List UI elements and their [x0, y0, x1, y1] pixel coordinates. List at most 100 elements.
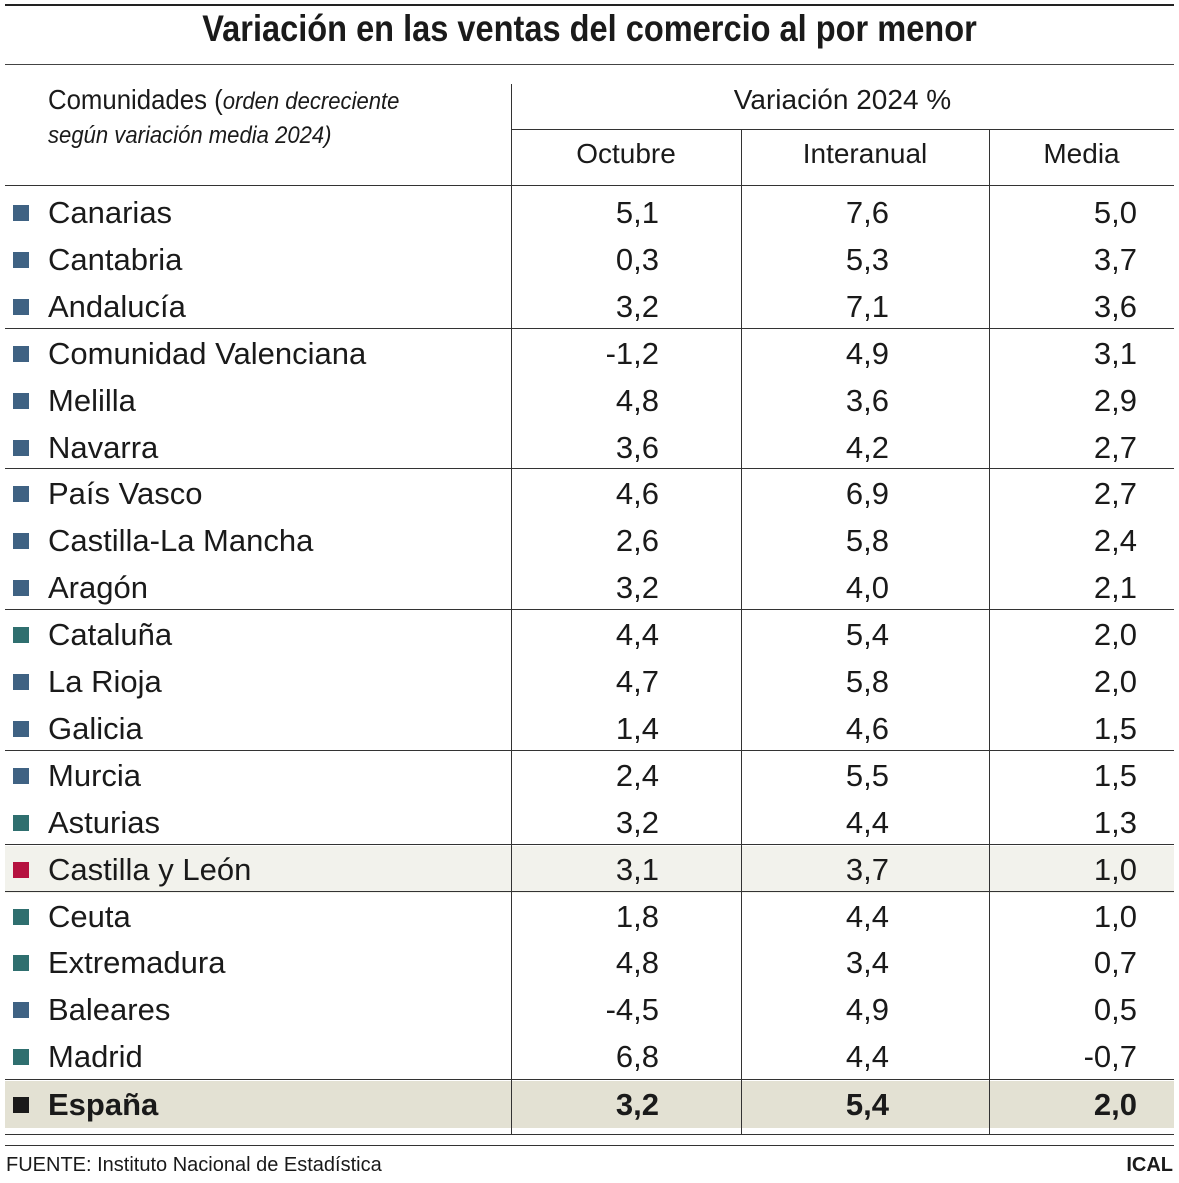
cell-octubre: 3,6	[615, 429, 659, 465]
row-name: País Vasco	[48, 476, 203, 512]
cell-media: 2,1	[1093, 570, 1137, 606]
row-name: Madrid	[48, 1039, 143, 1075]
row-name: Aragón	[48, 570, 148, 606]
table-row: Cataluña 4,4 5,4 2,0	[5, 611, 1174, 658]
header-group-rule	[511, 129, 1174, 130]
cell-interanual: 4,4	[845, 898, 889, 934]
cell-octubre: 4,6	[615, 476, 659, 512]
cell-interanual: 5,3	[845, 241, 889, 277]
cell-octubre: 2,4	[615, 757, 659, 793]
legend-square-icon	[13, 580, 29, 597]
cell-interanual: 4,2	[845, 429, 889, 465]
legend-square-icon	[13, 345, 29, 362]
table-row: Castilla y León 3,1 3,7 1,0	[5, 845, 1174, 893]
header-bottom-rule	[5, 185, 1174, 186]
table-row: Baleares -4,5 4,9 0,5	[5, 986, 1174, 1033]
column-header-interanual: Interanual	[802, 138, 928, 169]
column-divider-3	[989, 130, 990, 1135]
legend-square-icon	[13, 908, 29, 925]
source-note: FUENTE: Instituto Nacional de Estadístic…	[6, 1154, 382, 1176]
cell-interanual: 5,8	[845, 664, 889, 699]
cell-interanual: 3,7	[845, 851, 889, 887]
legend-square-icon	[13, 720, 29, 737]
cell-media: 1,5	[1093, 757, 1137, 793]
table-row: Murcia 2,4 5,5 1,5	[5, 752, 1174, 799]
table-row: La Rioja 4,7 5,8 2,0	[5, 658, 1174, 705]
cell-octubre: 1,8	[615, 898, 659, 934]
row-name: Navarra	[48, 429, 159, 465]
group-separator	[5, 468, 1174, 470]
cell-interanual: 5,4	[845, 1087, 889, 1123]
row-name: Andalucía	[48, 288, 186, 324]
footer-rule	[5, 1145, 1174, 1146]
row-name: Castilla-La Mancha	[48, 523, 314, 559]
chart-title: Variación en las ventas del comercio al …	[202, 8, 977, 49]
legend-square-icon	[13, 533, 29, 550]
column-header-media: Media	[1043, 138, 1120, 169]
cell-media: 1,0	[1093, 898, 1137, 934]
cell-interanual: 4,4	[845, 1039, 889, 1075]
legend-square-icon	[13, 767, 29, 784]
cell-interanual: 4,9	[845, 992, 889, 1028]
cell-media: 2,0	[1093, 1087, 1137, 1123]
cell-media: 3,1	[1093, 335, 1137, 371]
cell-octubre: -4,5	[605, 992, 659, 1028]
legend-square-icon	[13, 251, 29, 268]
cell-media: 1,3	[1093, 804, 1137, 840]
legend-square-icon	[13, 486, 29, 503]
table-row: Melilla 4,8 3,6 2,9	[5, 377, 1174, 424]
cell-media: 0,5	[1093, 992, 1137, 1028]
row-name: Ceuta	[48, 898, 131, 934]
cell-media: 3,6	[1093, 288, 1137, 324]
row-name: La Rioja	[48, 664, 162, 699]
row-name: Castilla y León	[48, 851, 252, 887]
header-group-label: Variación 2024 %	[733, 84, 952, 115]
row-name: Cantabria	[48, 241, 183, 277]
cell-interanual: 5,8	[845, 523, 889, 559]
table-row: Madrid 6,8 4,4 -0,7	[5, 1033, 1174, 1080]
legend-square-icon	[13, 861, 29, 878]
cell-octubre: 5,1	[615, 195, 659, 230]
total-row: España 3,2 5,4 2,0	[5, 1081, 1174, 1129]
group-separator	[5, 609, 1174, 611]
cell-media: 2,0	[1093, 664, 1137, 699]
row-name: Baleares	[48, 992, 171, 1028]
brand-logo-text: ICAL	[1126, 1154, 1173, 1176]
cell-octubre: 4,7	[615, 664, 659, 699]
cell-interanual: 3,6	[845, 382, 889, 418]
cell-octubre: 1,4	[615, 710, 659, 746]
table-row: Canarias 5,1 7,6 5,0	[5, 189, 1174, 236]
row-name: Galicia	[48, 710, 143, 746]
legend-square-icon	[13, 627, 29, 644]
cell-media: 5,0	[1093, 195, 1137, 230]
cell-interanual: 4,9	[845, 335, 889, 371]
legend-square-icon	[13, 1049, 29, 1066]
table-row: Cantabria 0,3 5,3 3,7	[5, 236, 1174, 283]
cell-media: 2,7	[1093, 429, 1137, 465]
group-separator	[5, 327, 1174, 329]
group-separator	[5, 1079, 1174, 1081]
cell-octubre: 3,2	[615, 1087, 659, 1123]
header-comunidades-label: Comunidades	[48, 84, 207, 115]
cell-media: 0,7	[1093, 945, 1137, 981]
row-name: Murcia	[48, 757, 142, 793]
column-header-octubre: Octubre	[576, 138, 676, 169]
cell-media: 3,7	[1093, 241, 1137, 277]
table-row: Aragón 3,2 4,0 2,1	[5, 564, 1174, 611]
cell-interanual: 7,6	[845, 195, 889, 230]
group-separator	[5, 890, 1174, 892]
cell-interanual: 6,9	[845, 476, 889, 512]
legend-square-icon	[13, 392, 29, 409]
cell-octubre: 4,8	[615, 382, 659, 418]
row-name: Comunidad Valenciana	[48, 335, 367, 371]
cell-media: 1,0	[1093, 851, 1137, 887]
cell-octubre: 3,1	[615, 851, 659, 887]
cell-media: 1,5	[1093, 710, 1137, 746]
header-orden-line2: según variación media 2024)	[48, 122, 332, 149]
group-separator	[5, 749, 1174, 751]
table-row: Galicia 1,4 4,6 1,5	[5, 705, 1174, 752]
row-name: Canarias	[48, 195, 173, 230]
cell-interanual: 4,4	[845, 804, 889, 840]
legend-square-icon	[13, 1097, 29, 1114]
header-comunidades: Comunidades (orden decreciente	[48, 84, 400, 115]
